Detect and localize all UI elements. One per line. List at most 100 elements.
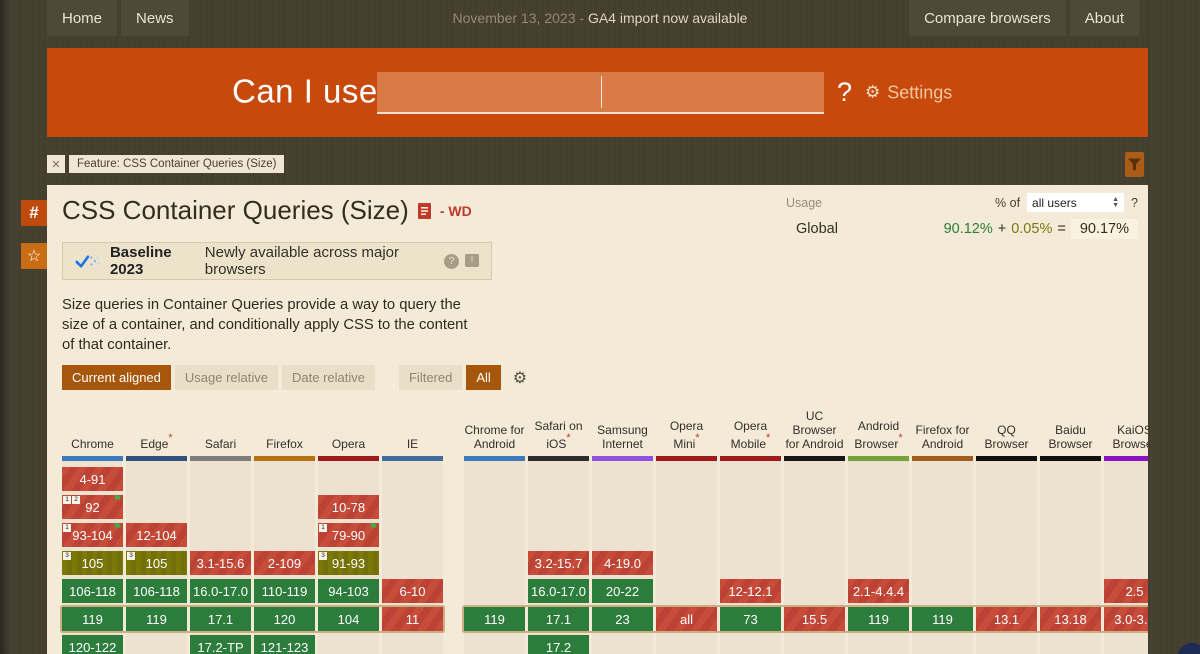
support-cell[interactable]: 10-78	[318, 495, 379, 519]
note-badge[interactable]: 3	[319, 552, 327, 560]
baseline-widget: Baseline 2023 Newly available across maj…	[62, 242, 492, 280]
nav-about[interactable]: About	[1069, 0, 1139, 36]
support-cell[interactable]: 2.5	[1104, 579, 1148, 603]
note-badge[interactable]: 3	[127, 552, 135, 560]
support-cell[interactable]: 12-104	[126, 523, 187, 547]
empty-slot	[1104, 495, 1148, 519]
support-cell[interactable]: 92 1 2 ⚑	[62, 494, 123, 519]
support-cell[interactable]: 93-104 1 ⚑	[62, 522, 123, 547]
support-cell[interactable]: 104	[318, 607, 379, 631]
browser-column-header: Opera Mini*	[669, 419, 704, 451]
support-cell[interactable]: 3.0-3.1	[1104, 607, 1148, 631]
feature-tag-row: ✕ Feature: CSS Container Queries (Size)	[47, 155, 285, 173]
support-cell[interactable]: 13.18	[1040, 607, 1101, 631]
version-range: 105	[81, 555, 104, 571]
note-badge[interactable]: 1	[63, 496, 71, 504]
version-range: 17.1	[545, 611, 572, 627]
empty-slot	[720, 635, 781, 654]
empty-slot	[126, 495, 187, 519]
support-cell[interactable]: 110-119	[254, 579, 315, 603]
support-cell[interactable]: 105 3	[62, 551, 123, 575]
support-cell[interactable]: 79-90 1 ⚑	[318, 522, 379, 547]
feature-tag-close-icon[interactable]: ✕	[47, 155, 65, 173]
filtered-button[interactable]: Filtered	[398, 365, 463, 390]
table-settings-gear-icon[interactable]: ⚙	[512, 369, 528, 387]
support-cell[interactable]: 106-118	[62, 579, 123, 603]
search-box[interactable]	[377, 72, 824, 114]
empty-slot	[848, 467, 909, 491]
feature-panel: CSS Container Queries (Size) - WD Usage …	[47, 185, 1148, 654]
support-cell[interactable]: 94-103	[318, 579, 379, 603]
filter-button[interactable]	[1125, 152, 1144, 177]
nav-news[interactable]: News	[121, 0, 189, 36]
support-cell[interactable]: 23	[592, 607, 653, 631]
empty-slot	[464, 495, 525, 519]
corner-widget[interactable]	[1177, 643, 1200, 654]
favorite-button[interactable]: ☆	[21, 243, 47, 269]
support-cell[interactable]: 106-118	[126, 579, 187, 603]
support-cell[interactable]: 2.1-4.4.4	[848, 579, 909, 603]
spec-status-badge[interactable]: - WD	[439, 202, 472, 219]
support-cell[interactable]: 6-10	[382, 579, 443, 603]
support-cell[interactable]: 3.2-15.7	[528, 551, 589, 575]
nav-compare-browsers[interactable]: Compare browsers	[909, 0, 1066, 36]
support-cell[interactable]: 17.2	[528, 635, 589, 654]
support-cell[interactable]: 16.0-17.0	[528, 579, 589, 603]
support-cell[interactable]: 12-12.1	[720, 579, 781, 603]
support-cell[interactable]: 119	[848, 607, 909, 631]
support-cell[interactable]: 119	[464, 607, 525, 631]
usage-relative-button[interactable]: Usage relative	[174, 365, 278, 390]
support-cell[interactable]: 121-123	[254, 635, 315, 654]
support-cell[interactable]: 11	[382, 607, 443, 631]
support-cell[interactable]: 73	[720, 607, 781, 631]
support-cell[interactable]: 2-109	[254, 551, 315, 575]
support-cell[interactable]: 4-91	[62, 467, 123, 491]
support-cell[interactable]: 17.1	[190, 607, 251, 631]
support-cell[interactable]: 17.2-TP	[190, 635, 251, 654]
version-row	[464, 495, 1148, 519]
note-badge[interactable]: 2	[72, 496, 80, 504]
support-cell[interactable]: 4-19.0	[592, 551, 653, 575]
support-cell[interactable]: 119	[62, 607, 123, 631]
current-aligned-button[interactable]: Current aligned	[62, 365, 171, 390]
baseline-help-icon[interactable]: ?	[443, 253, 459, 269]
version-row: 120-122 17.2-TP 121-123	[62, 635, 443, 654]
search-help-button[interactable]: ?	[837, 76, 853, 107]
support-cell[interactable]: 91-93 3	[318, 551, 379, 575]
settings-button[interactable]: ⚙ Settings	[865, 82, 952, 103]
empty-slot	[464, 551, 525, 575]
nav-home[interactable]: Home	[47, 0, 118, 36]
support-cell[interactable]: 120	[254, 607, 315, 631]
date-relative-button[interactable]: Date relative	[282, 365, 375, 390]
search-input[interactable]	[377, 72, 601, 112]
support-cell[interactable]: 3.1-15.6	[190, 551, 251, 575]
note-badge[interactable]: 3	[63, 552, 71, 560]
version-range: 2.5	[1125, 583, 1144, 599]
support-cell[interactable]: 15.5	[784, 607, 845, 631]
all-button[interactable]: All	[466, 365, 501, 390]
support-cell[interactable]: 20-22	[592, 579, 653, 603]
current-version-row: 119 119 17.1 120 104 11	[62, 607, 443, 631]
empty-slot	[126, 467, 187, 491]
empty-slot	[784, 551, 845, 575]
news-banner[interactable]: November 13, 2023 - GA4 import now avail…	[452, 10, 748, 26]
support-cell[interactable]: 16.0-17.0	[190, 579, 251, 603]
empty-slot	[912, 495, 973, 519]
support-cell[interactable]: 119	[126, 607, 187, 631]
version-range: 106-118	[69, 583, 116, 599]
support-cell[interactable]: 120-122	[62, 635, 123, 654]
usage-source-select[interactable]: all users ▲ ▼	[1027, 193, 1125, 212]
baseline-feedback-icon[interactable]: !	[464, 253, 479, 267]
note-badge[interactable]: 1	[63, 524, 71, 532]
support-cell[interactable]: 119	[912, 607, 973, 631]
spec-document-icon[interactable]	[417, 202, 431, 219]
usage-help-button[interactable]: ?	[1131, 195, 1138, 210]
site-logo[interactable]: Can I use	[232, 71, 378, 109]
support-cell[interactable]: all	[656, 607, 717, 631]
support-cell[interactable]: 17.1	[528, 607, 589, 631]
support-cell[interactable]: 13.1	[976, 607, 1037, 631]
permalink-button[interactable]: #	[21, 200, 47, 226]
support-cell[interactable]: 105 3	[126, 551, 187, 575]
note-badge[interactable]: 1	[319, 524, 327, 532]
feature-description: Size queries in Container Queries provid…	[62, 297, 468, 353]
